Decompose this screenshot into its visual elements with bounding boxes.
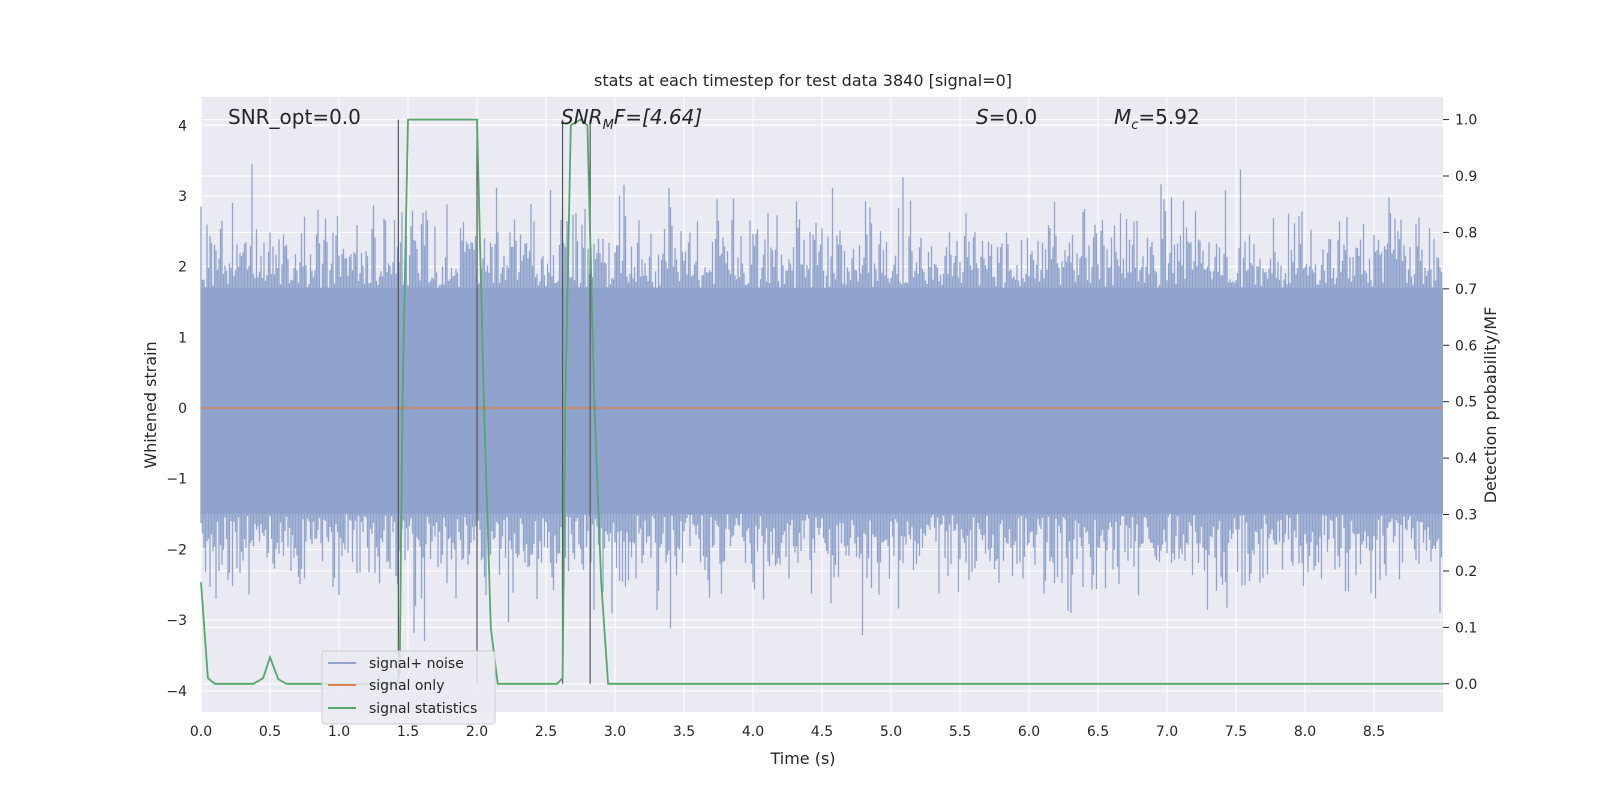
annotation-snr-mf-sub: M [603,118,614,133]
y-tick-label: 4 [178,118,187,134]
annotation-snr-mf-prefix: SNR [561,105,603,129]
y-tick-label: 2 [178,260,187,276]
x-tick-label: 4.5 [811,724,833,740]
y2-tick-label: 0.3 [1455,508,1477,524]
legend: signal+ noise signal only signal statist… [321,650,496,725]
x-axis-ticks: 0.0 0.5 1.0 1.5 2.0 2.5 3.0 3.5 4.0 4.5 5.0 5.5 6.0 6… [190,724,1385,740]
y-tick-label: −1 [166,472,187,488]
y2-tick-label: 0.2 [1455,564,1477,580]
x-tick-label: 7.5 [1225,724,1247,740]
annotation-mc: Mc=5.92 [1114,105,1200,133]
x-tick-label: 7.0 [1156,724,1178,740]
x-tick-label: 1.5 [397,724,419,740]
y2-tick-label: 0.5 [1455,395,1477,411]
y-tick-label: −3 [166,613,187,629]
y-tick-label: 3 [178,189,187,205]
y2-axis-ticks: 0.0 0.1 0.2 0.3 0.4 0.5 0.6 0.7 0.8 0.9 1.0 [1443,113,1477,693]
y-axis-ticks: −4 −3 −2 −1 0 1 2 3 4 [166,118,187,700]
x-axis-label: Time (s) [769,749,835,768]
x-tick-label: 8.5 [1363,724,1385,740]
y2-tick-label: 0.9 [1455,169,1477,185]
series-signal-statistics [200,118,1443,685]
legend-label-signal-plus-noise: signal+ noise [369,656,464,672]
legend-label-signal-only: signal only [369,678,444,694]
x-tick-label: 0.0 [190,724,212,740]
y-tick-label: 0 [178,401,187,417]
annotation-snr-mf-suffix: F=[4.64] [614,105,702,129]
annotation-mc-sub: c [1131,118,1138,133]
y-axis-label: Whitened strain [141,341,160,468]
annotation-s-suffix: =0.0 [989,105,1038,129]
x-tick-label: 6.0 [1018,724,1040,740]
y2-tick-label: 1.0 [1455,113,1477,129]
y-tick-label: 1 [178,330,187,346]
x-tick-label: 6.5 [1087,724,1109,740]
annotation-mc-prefix: M [1114,105,1131,129]
y2-axis-label: Detection probability/MF [1481,307,1500,504]
x-tick-label: 1.0 [328,724,350,740]
legend-box [321,650,496,725]
y2-tick-label: 0.6 [1455,338,1477,354]
annotation-mc-suffix: =5.92 [1138,105,1199,129]
x-tick-label: 2.5 [535,724,557,740]
series-signal-plus-noise [200,164,1443,642]
x-tick-label: 3.5 [673,724,695,740]
y2-tick-label: 0.1 [1455,620,1477,636]
x-tick-label: 0.5 [259,724,281,740]
x-tick-label: 2.0 [466,724,488,740]
y2-tick-label: 0.8 [1455,225,1477,241]
x-tick-label: 8.0 [1294,724,1316,740]
y2-tick-label: 0.4 [1455,451,1477,467]
y-tick-label: −4 [166,684,187,700]
legend-label-signal-statistics: signal statistics [369,701,477,717]
y2-tick-label: 0.0 [1455,677,1477,693]
x-tick-label: 3.0 [604,724,626,740]
chart-title: stats at each timestep for test data 384… [594,71,1012,90]
y-tick-label: −2 [166,542,187,558]
annotation-snr-opt: SNR_opt=0.0 [228,105,361,129]
annotation-s: S=0.0 [976,105,1037,129]
y2-tick-label: 0.7 [1455,282,1477,298]
x-tick-label: 5.5 [949,724,971,740]
x-tick-label: 4.0 [742,724,764,740]
annotation-s-prefix: S [976,105,989,129]
x-tick-label: 5.0 [880,724,902,740]
annotation-snr-mf: SNRMF=[4.64] [561,105,702,133]
